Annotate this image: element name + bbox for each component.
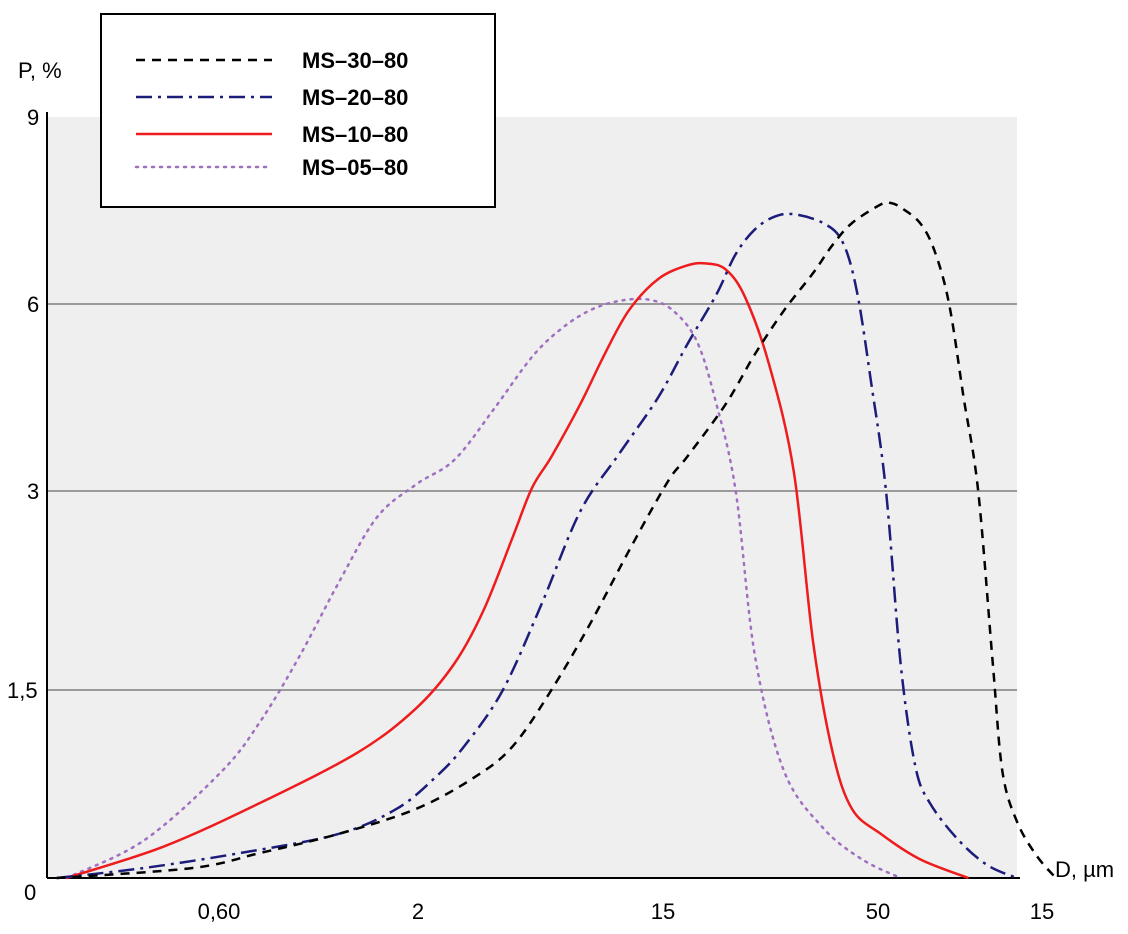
y-tick-label: 1,5	[7, 678, 38, 703]
plot-background	[47, 117, 1017, 878]
y-tick-labels: 0 1,5 3 6 9	[7, 105, 39, 905]
x-tick-label: 50	[866, 899, 890, 924]
x-axis-label: D, µm	[1055, 857, 1114, 882]
x-tick-labels: 0,60 2 15 50 15	[198, 899, 1055, 924]
series-line-ms-05-80	[65, 297, 902, 880]
legend: MS–30–80 MS–20–80 MS–10–80 MS–05–80	[100, 13, 496, 208]
y-tick-label: 6	[27, 292, 39, 317]
x-tick-label: 0,60	[198, 899, 241, 924]
series-line-ms-30-80	[56, 200, 1057, 880]
axes	[46, 112, 1020, 879]
y-tick-label: 0	[24, 880, 36, 905]
series-line-ms-20-80	[56, 212, 1018, 880]
y-axis-label: P, %	[18, 58, 62, 83]
legend-label: MS–20–80	[302, 85, 408, 110]
legend-label: MS–10–80	[302, 122, 408, 147]
x-tick-label: 2	[412, 899, 424, 924]
series-lines	[56, 200, 1057, 880]
x-tick-label: 15	[1030, 899, 1054, 924]
y-tick-label: 9	[27, 105, 39, 130]
x-tick-label: 15	[651, 899, 675, 924]
grid-lines	[47, 303, 1017, 691]
y-tick-label: 3	[27, 479, 39, 504]
legend-label: MS–30–80	[302, 48, 408, 73]
legend-box	[100, 13, 496, 208]
series-line-ms-10-80	[66, 261, 969, 880]
legend-label: MS–05–80	[302, 155, 408, 180]
